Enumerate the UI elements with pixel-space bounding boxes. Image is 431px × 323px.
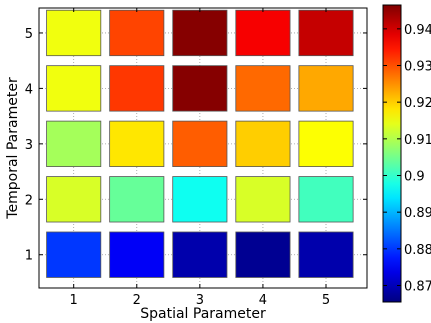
heatmap-cell	[46, 65, 102, 112]
heatmap-cells	[46, 9, 354, 278]
colorbar-ticks: 0.87 0.88 0.89 0.9 0.91 0.92 0.93 0.94	[383, 23, 431, 295]
heatmap-cell	[172, 176, 228, 223]
heatmap-cell	[235, 231, 291, 278]
heatmap-cell	[298, 120, 354, 167]
y-tick-label: 2	[25, 193, 33, 208]
x-tick-label: 4	[259, 293, 267, 308]
heatmap-cell	[298, 65, 354, 112]
x-tick-label: 5	[322, 293, 330, 308]
heatmap-cell	[46, 120, 102, 167]
heatmap-cell	[298, 9, 354, 57]
heatmap-cell	[109, 120, 165, 167]
x-tick-label: 3	[196, 293, 204, 308]
heatmap-cell	[109, 9, 165, 57]
colorbar-tick-label: 0.91	[404, 133, 431, 148]
x-axis-label: Spatial Parameter	[140, 306, 266, 322]
heatmap-cell	[235, 120, 291, 167]
plot-area-frame	[38, 7, 368, 289]
heatmap-cell	[172, 65, 228, 112]
y-tick-label: 3	[25, 138, 33, 153]
y-tick-label: 1	[25, 249, 33, 264]
x-axis-ticks: 1 2 3 4 5	[70, 8, 330, 308]
colorbar-tick-label: 0.94	[404, 23, 431, 38]
heatmap-cell	[235, 9, 291, 57]
heatmap-cell	[46, 176, 102, 223]
colorbar-tick-label: 0.89	[404, 206, 431, 221]
heatmap-cell	[109, 65, 165, 112]
x-tick-label: 2	[133, 293, 141, 308]
y-tick-label: 4	[25, 82, 33, 97]
colorbar	[382, 4, 402, 303]
y-axis-label: Temporal Parameter	[5, 77, 21, 220]
colorbar-tick-label: 0.9	[404, 170, 425, 185]
colorbar-tick-label: 0.87	[404, 280, 431, 295]
y-axis-ticks: 1 2 3 4 5	[25, 27, 367, 264]
colorbar-tick-label: 0.93	[404, 60, 431, 75]
heatmap-cell	[172, 231, 228, 278]
heatmap-cell	[235, 176, 291, 223]
heatmap-cell	[46, 231, 102, 278]
y-tick-label: 5	[25, 27, 33, 42]
heatmap-cell	[172, 120, 228, 167]
heatmap-cell	[46, 9, 102, 57]
colorbar-tick-label: 0.92	[404, 96, 431, 111]
heatmap-cell	[109, 176, 165, 223]
heatmap-cell	[298, 176, 354, 223]
heatmap-cell	[298, 231, 354, 278]
heatmap-cell	[235, 65, 291, 112]
heatmap-cell	[172, 9, 228, 57]
x-tick-label: 1	[70, 293, 78, 308]
colorbar-tick-label: 0.88	[404, 243, 431, 258]
heatmap-cell	[109, 231, 165, 278]
